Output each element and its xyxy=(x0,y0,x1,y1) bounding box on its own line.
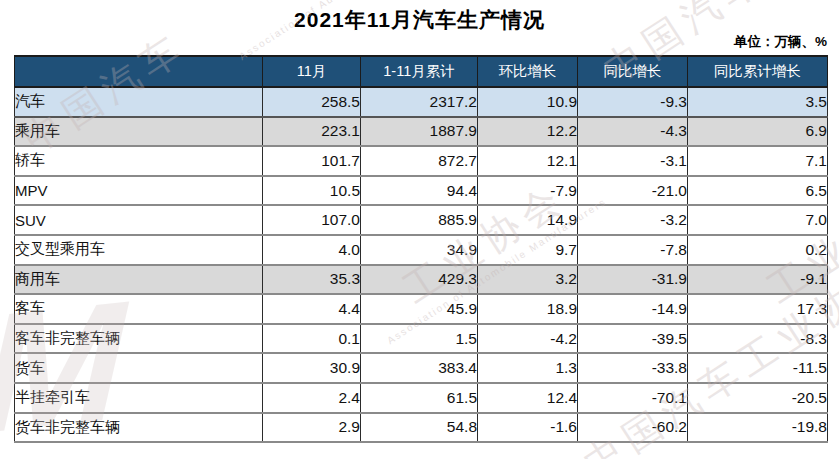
cell-value: 7.0 xyxy=(688,205,828,235)
cell-value: 3.5 xyxy=(688,87,828,117)
cell-value: 6.5 xyxy=(688,176,828,206)
row-label: 客车非完整车辆 xyxy=(15,324,263,354)
cell-value: 6.9 xyxy=(688,117,828,147)
table-row: MPV10.594.4-7.9-21.06.5 xyxy=(15,176,828,206)
table-row: 半挂牵引车2.461.512.4-70.1-20.5 xyxy=(15,383,828,413)
row-label: 轿车 xyxy=(15,146,263,176)
cell-value: -60.2 xyxy=(578,413,688,443)
cell-value: -70.1 xyxy=(578,383,688,413)
table-row: 客车4.445.918.9-14.917.3 xyxy=(15,294,828,324)
cell-value: -21.0 xyxy=(578,176,688,206)
cell-value: 9.7 xyxy=(478,235,578,265)
table-row: 客车非完整车辆0.11.5-4.2-39.5-8.3 xyxy=(15,324,828,354)
cell-value: 61.5 xyxy=(361,383,478,413)
cell-value: 12.2 xyxy=(478,117,578,147)
row-label: 汽车 xyxy=(15,87,263,117)
cell-value: -33.8 xyxy=(578,353,688,383)
cell-value: 2317.2 xyxy=(361,87,478,117)
column-header-cumulative: 1-11月累计 xyxy=(361,56,478,87)
table-row: 货车30.9383.41.3-33.8-11.5 xyxy=(15,353,828,383)
column-header-yoy-growth: 同比增长 xyxy=(578,56,688,87)
cell-value: 54.8 xyxy=(361,413,478,443)
table-row: 货车非完整车辆2.954.8-1.6-60.2-19.8 xyxy=(15,413,828,443)
production-table: 11月 1-11月累计 环比增长 同比增长 同比累计增长 汽车258.52317… xyxy=(14,55,828,443)
row-label: 货车非完整车辆 xyxy=(15,413,263,443)
table-row: 商用车35.3429.33.2-31.9-9.1 xyxy=(15,265,828,295)
cell-value: 14.9 xyxy=(478,205,578,235)
row-label: 交叉型乘用车 xyxy=(15,235,263,265)
cell-value: -20.5 xyxy=(688,383,828,413)
cell-value: 18.9 xyxy=(478,294,578,324)
cell-value: 10.5 xyxy=(263,176,361,206)
cell-value: 2.4 xyxy=(263,383,361,413)
cell-value: -8.3 xyxy=(688,324,828,354)
cell-value: 4.0 xyxy=(263,235,361,265)
report-canvas: 中国汽车 Association of Automobile Manufactu… xyxy=(0,0,839,459)
cell-value: 258.5 xyxy=(263,87,361,117)
row-label: 乘用车 xyxy=(15,117,263,147)
cell-value: 12.1 xyxy=(478,146,578,176)
table-row: 交叉型乘用车4.034.99.7-7.80.2 xyxy=(15,235,828,265)
table-row: SUV107.0885.914.9-3.27.0 xyxy=(15,205,828,235)
cell-value: -39.5 xyxy=(578,324,688,354)
column-header-month: 11月 xyxy=(263,56,361,87)
cell-value: 12.4 xyxy=(478,383,578,413)
cell-value: 885.9 xyxy=(361,205,478,235)
table-row: 轿车101.7872.712.1-3.17.1 xyxy=(15,146,828,176)
cell-value: 0.1 xyxy=(263,324,361,354)
row-label: 货车 xyxy=(15,353,263,383)
cell-value: 34.9 xyxy=(361,235,478,265)
cell-value: 872.7 xyxy=(361,146,478,176)
cell-value: 4.4 xyxy=(263,294,361,324)
column-header-mom-growth: 环比增长 xyxy=(478,56,578,87)
cell-value: 383.4 xyxy=(361,353,478,383)
cell-value: -14.9 xyxy=(578,294,688,324)
cell-value: 7.1 xyxy=(688,146,828,176)
cell-value: -11.5 xyxy=(688,353,828,383)
row-label: 客车 xyxy=(15,294,263,324)
row-label: 半挂牵引车 xyxy=(15,383,263,413)
table-row: 乘用车223.11887.912.2-4.36.9 xyxy=(15,117,828,147)
unit-note: 单位：万辆、% xyxy=(734,33,827,51)
cell-value: 429.3 xyxy=(361,265,478,295)
cell-value: 3.2 xyxy=(478,265,578,295)
cell-value: 10.9 xyxy=(478,87,578,117)
cell-value: -1.6 xyxy=(478,413,578,443)
cell-value: 101.7 xyxy=(263,146,361,176)
cell-value: -4.3 xyxy=(578,117,688,147)
cell-value: 0.2 xyxy=(688,235,828,265)
cell-value: 1.3 xyxy=(478,353,578,383)
cell-value: 1887.9 xyxy=(361,117,478,147)
table-body: 汽车258.52317.210.9-9.33.5乘用车223.11887.912… xyxy=(15,87,828,442)
table-row: 汽车258.52317.210.9-9.33.5 xyxy=(15,87,828,117)
cell-value: 107.0 xyxy=(263,205,361,235)
cell-value: 2.9 xyxy=(263,413,361,443)
row-label: 商用车 xyxy=(15,265,263,295)
cell-value: -7.9 xyxy=(478,176,578,206)
cell-value: 223.1 xyxy=(263,117,361,147)
cell-value: 1.5 xyxy=(361,324,478,354)
cell-value: 94.4 xyxy=(361,176,478,206)
row-label: MPV xyxy=(15,176,263,206)
cell-value: -3.2 xyxy=(578,205,688,235)
cell-value: -7.8 xyxy=(578,235,688,265)
cell-value: -3.1 xyxy=(578,146,688,176)
cell-value: -19.8 xyxy=(688,413,828,443)
page-title: 2021年11月汽车生产情况 xyxy=(0,6,839,34)
row-label: SUV xyxy=(15,205,263,235)
cell-value: 17.3 xyxy=(688,294,828,324)
column-header-category xyxy=(15,56,263,87)
column-header-yoy-cumulative-growth: 同比累计增长 xyxy=(688,56,828,87)
cell-value: -4.2 xyxy=(478,324,578,354)
cell-value: -31.9 xyxy=(578,265,688,295)
cell-value: 35.3 xyxy=(263,265,361,295)
table-header-row: 11月 1-11月累计 环比增长 同比增长 同比累计增长 xyxy=(15,56,828,87)
cell-value: -9.3 xyxy=(578,87,688,117)
cell-value: -9.1 xyxy=(688,265,828,295)
cell-value: 45.9 xyxy=(361,294,478,324)
cell-value: 30.9 xyxy=(263,353,361,383)
